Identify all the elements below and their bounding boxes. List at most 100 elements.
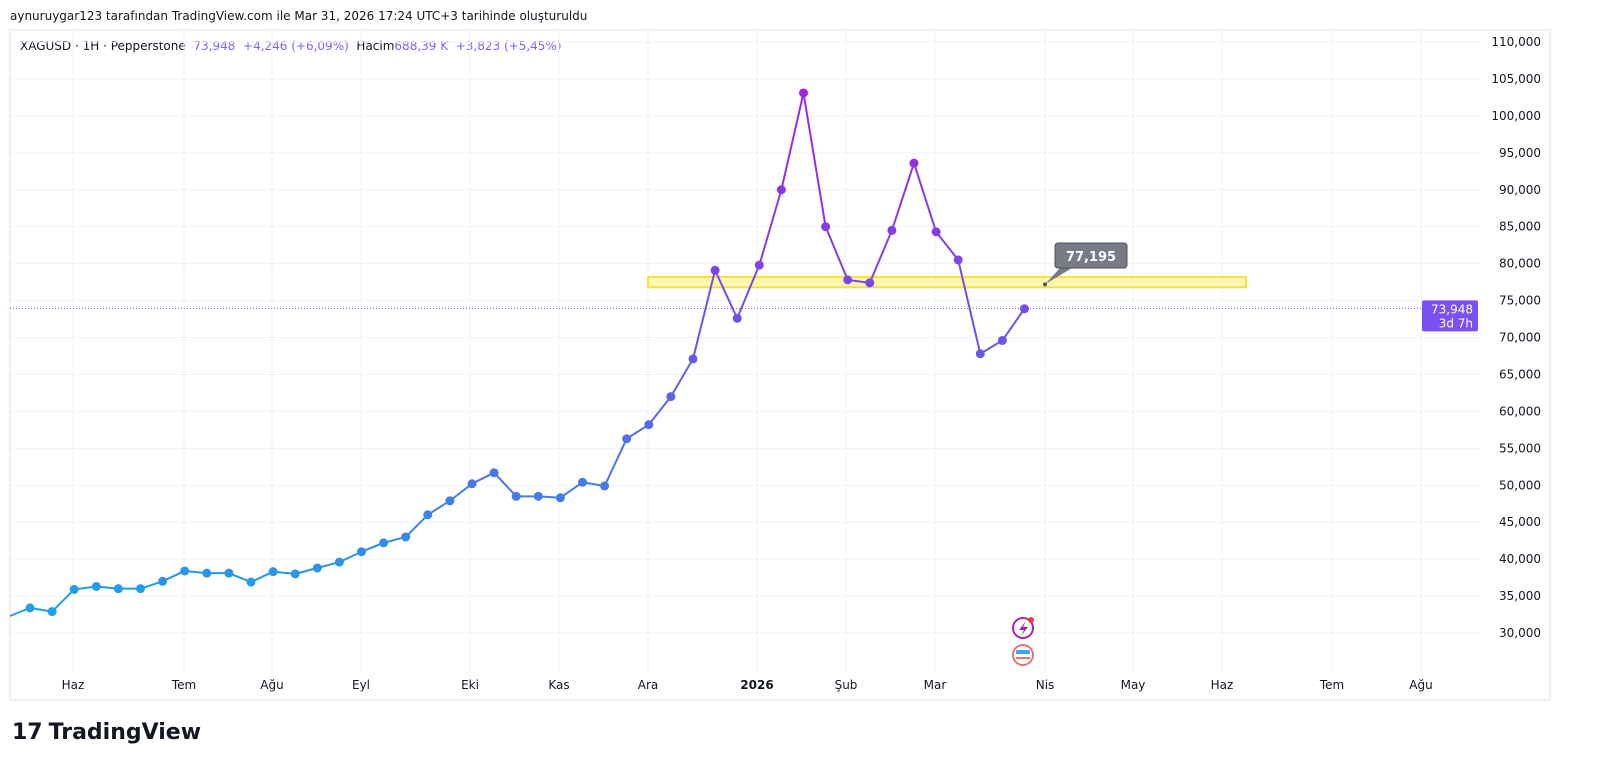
data-point[interactable] [688,354,698,364]
data-point[interactable] [622,434,632,444]
data-point[interactable] [533,491,543,501]
y-tick-label: 70,000 [1499,331,1541,345]
y-tick-label: 95,000 [1499,146,1541,160]
data-point[interactable] [312,563,322,573]
y-tick-label: 35,000 [1499,589,1541,603]
y-tick-label: 100,000 [1491,109,1541,123]
data-point[interactable] [69,584,79,594]
y-tick-label: 30,000 [1499,626,1541,640]
y-tick-label: 80,000 [1499,257,1541,271]
data-point[interactable] [224,568,234,578]
data-point[interactable] [578,477,587,487]
y-tick-label: 55,000 [1499,441,1541,455]
data-point[interactable] [865,278,875,288]
x-tick-label: Ağu [1409,678,1432,692]
x-tick-label: May [1121,678,1146,692]
y-tick-label: 105,000 [1491,72,1541,86]
series-segment [957,259,982,354]
us-flag-event-icon[interactable] [1012,644,1034,666]
data-point[interactable] [732,313,742,323]
chart-frame [9,29,1551,701]
y-tick-label: 60,000 [1499,404,1541,418]
data-point[interactable] [158,576,168,586]
data-point[interactable] [290,569,300,579]
flag-stripes-icon [1016,657,1030,659]
data-point[interactable] [489,468,499,478]
data-point[interactable] [975,349,985,359]
y-tick-label: 110,000 [1491,35,1541,49]
data-point[interactable] [379,538,389,548]
data-point[interactable] [666,392,676,402]
x-tick-label: 2026 [740,678,773,692]
data-point[interactable] [555,493,565,503]
x-tick-label: Mar [924,678,947,692]
flag-stars-icon [1016,650,1030,654]
y-tick-label: 50,000 [1499,478,1541,492]
data-point[interactable] [357,547,366,557]
current-price-label: 73,948 [1431,302,1473,316]
series-segment [1001,308,1026,342]
data-point[interactable] [467,479,477,489]
data-point[interactable] [246,577,256,587]
data-point[interactable] [843,275,853,285]
data-point[interactable] [334,557,344,567]
current-price-badge [1422,300,1478,332]
x-tick-label: Ağu [260,678,283,692]
data-point[interactable] [511,491,521,501]
data-point[interactable] [47,607,57,617]
annotation-pointer [1045,268,1072,285]
data-point[interactable] [136,584,145,594]
data-point[interactable] [821,222,831,232]
x-tick-label: Tem [1319,678,1344,692]
data-point[interactable] [776,185,786,195]
data-point[interactable] [600,481,610,491]
data-point[interactable] [401,532,411,542]
data-point[interactable] [423,510,433,520]
x-tick-label: Eyl [352,678,370,692]
series-segment [670,358,694,398]
x-tick-label: Tem [171,678,196,692]
series-segment [890,162,915,231]
chart-credit: aynuruygar123 tarafından TradingView.com… [10,9,588,23]
data-point[interactable] [953,255,963,265]
data-point[interactable] [180,566,190,576]
series-segment [780,92,805,190]
notification-dot-icon [1028,617,1034,623]
series-segment [692,270,717,360]
x-tick-label: Nis [1036,678,1055,692]
series-segment [913,162,938,233]
data-point[interactable] [754,260,764,270]
series-segment [802,92,827,227]
tradingview-logo[interactable]: 𝟭𝟳 TradingView [12,720,201,745]
bar-countdown: 3d 7h [1439,316,1473,330]
data-point[interactable] [887,225,897,235]
data-point[interactable] [997,335,1007,345]
y-tick-label: 75,000 [1499,294,1541,308]
annotation-anchor [1043,282,1047,287]
data-point[interactable] [445,496,455,506]
series-segment [935,231,959,261]
data-point[interactable] [931,227,941,237]
x-tick-label: Şub [835,678,858,692]
series-segment [493,472,517,498]
data-point[interactable] [25,603,35,613]
data-point[interactable] [268,567,278,577]
series-segment [824,226,849,281]
data-point[interactable] [91,581,101,591]
data-point[interactable] [909,158,919,168]
series-segment [714,269,739,319]
data-point[interactable] [799,88,808,98]
series-segment [404,514,429,538]
y-tick-label: 65,000 [1499,367,1541,381]
price-annotation[interactable] [1054,242,1128,269]
data-point[interactable] [202,568,212,578]
x-tick-label: Ara [638,678,659,692]
data-point[interactable] [113,584,123,594]
y-tick-label: 90,000 [1499,183,1541,197]
data-point[interactable] [710,265,720,275]
lightning-glyph-icon [1019,621,1028,636]
data-point[interactable] [644,420,654,430]
series-segment [868,229,893,284]
resistance-zone[interactable] [647,275,1247,289]
